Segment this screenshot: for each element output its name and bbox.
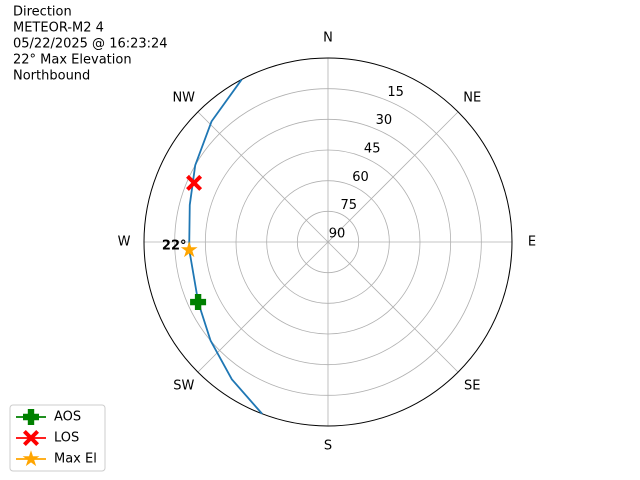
- theta-tick-label: NE: [463, 90, 481, 105]
- theta-tick-label: N: [323, 31, 333, 46]
- grid-spoke: [327, 241, 459, 373]
- theta-tick-label: S: [324, 439, 332, 454]
- grid-spoke: [197, 111, 329, 243]
- title-line: Northbound: [13, 69, 90, 84]
- grid-spoke: [197, 241, 329, 373]
- legend-marker: [23, 430, 39, 446]
- title-line: 05/22/2025 @ 16:23:24: [13, 37, 168, 52]
- annotation: 22°: [162, 239, 187, 254]
- legend-marker: [22, 450, 40, 467]
- legend-label: AOS: [54, 410, 81, 425]
- r-tick-label: 45: [364, 142, 381, 157]
- legend-label: LOS: [54, 431, 79, 446]
- r-tick-label: 90: [329, 227, 346, 242]
- title-line: METEOR-M2 4: [13, 21, 104, 36]
- r-tick-label: 15: [387, 85, 404, 100]
- theta-tick-label: W: [118, 235, 131, 250]
- track-line: [188, 79, 263, 415]
- r-tick-label: 75: [340, 198, 357, 213]
- title-line: 22° Max Elevation: [13, 53, 132, 68]
- legend-label: Max El: [54, 452, 97, 467]
- title-line: Direction: [13, 5, 72, 20]
- legend-marker: [23, 409, 39, 425]
- marker-x: [186, 174, 203, 191]
- theta-tick-label: SW: [173, 379, 194, 394]
- r-tick-label: 60: [352, 170, 369, 185]
- legend: AOS LOS Max El: [9, 404, 106, 472]
- grid-spoke: [327, 111, 459, 243]
- theta-tick-label: E: [528, 235, 536, 250]
- r-tick-label: 30: [376, 113, 393, 128]
- marker-star: [180, 241, 198, 258]
- theta-tick-label: SE: [464, 379, 480, 394]
- marker-plus: [190, 294, 207, 311]
- theta-tick-label: NW: [172, 90, 195, 105]
- polar-frame: [143, 57, 513, 427]
